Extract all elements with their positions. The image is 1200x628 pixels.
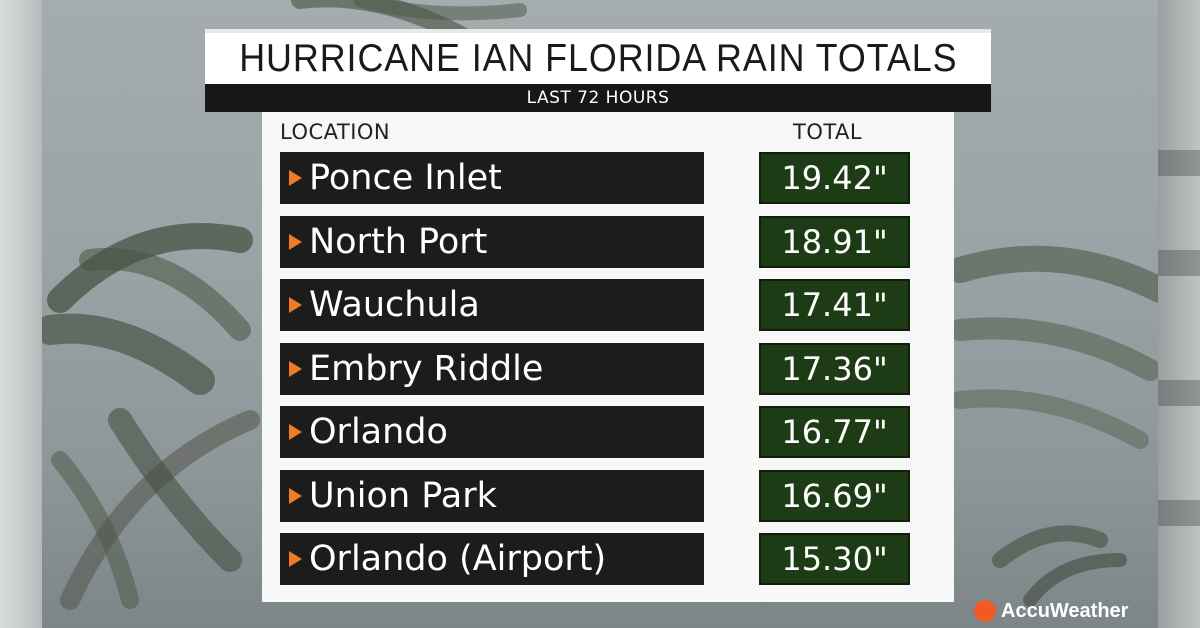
- total-cell: 19.42": [759, 152, 910, 204]
- rain-total-value: 17.36": [781, 349, 888, 388]
- total-cell: 16.77": [759, 406, 910, 458]
- rain-total-value: 15.30": [781, 540, 888, 578]
- total-cell: 17.36": [759, 342, 910, 395]
- frame-stripe: [1158, 380, 1200, 406]
- chart-title: HURRICANE IAN FLORIDA RAIN TOTALS: [238, 36, 958, 80]
- location-cell: Embry Riddle: [280, 342, 704, 395]
- location-cell: Union Park: [280, 469, 704, 522]
- subtitle-bar: LAST 72 HOURS: [205, 84, 991, 112]
- location-name: Embry Riddle: [309, 348, 544, 389]
- accuweather-logo: AccuWeather: [974, 598, 1128, 624]
- play-arrow-icon: [289, 297, 302, 313]
- rain-total-value: 19.42": [781, 159, 888, 197]
- total-cell: 18.91": [759, 215, 910, 268]
- location-name: Wauchula: [309, 285, 480, 325]
- rain-total-value: 16.77": [781, 413, 888, 451]
- location-cell: Orlando: [280, 406, 704, 458]
- right-edge-frame: [1158, 0, 1200, 628]
- play-arrow-icon: [289, 233, 302, 250]
- column-header-total: TOTAL: [793, 120, 863, 144]
- play-arrow-icon: [289, 170, 302, 186]
- frame-stripe: [1158, 250, 1200, 276]
- play-arrow-icon: [289, 487, 302, 504]
- rain-total-value: 18.91": [781, 222, 888, 261]
- location-cell: Wauchula: [280, 279, 704, 331]
- brand-name: AccuWeather: [1001, 599, 1129, 622]
- total-cell: 16.69": [759, 469, 910, 522]
- frame-stripe: [1158, 150, 1200, 176]
- location-name: Ponce Inlet: [309, 158, 502, 198]
- title-bar: HURRICANE IAN FLORIDA RAIN TOTALS: [205, 29, 991, 84]
- total-cell: 15.30": [759, 533, 910, 585]
- play-arrow-icon: [289, 360, 302, 377]
- play-arrow-icon: [289, 551, 302, 567]
- rain-total-value: 16.69": [781, 476, 888, 515]
- play-arrow-icon: [289, 424, 302, 440]
- location-cell: North Port: [280, 215, 704, 268]
- location-name: Orlando (Airport): [309, 539, 607, 579]
- location-name: Orlando: [309, 412, 448, 452]
- sun-icon: [974, 600, 996, 622]
- location-cell: Orlando (Airport): [280, 533, 704, 585]
- total-cell: 17.41": [759, 279, 910, 331]
- rain-total-value: 17.41": [781, 286, 888, 324]
- location-name: Union Park: [309, 475, 497, 516]
- location-name: North Port: [309, 221, 488, 262]
- column-header-location: LOCATION: [280, 120, 391, 144]
- left-edge-frame: [0, 0, 42, 628]
- location-cell: Ponce Inlet: [280, 152, 704, 204]
- frame-stripe: [1158, 500, 1200, 526]
- chart-subtitle: LAST 72 HOURS: [526, 88, 670, 108]
